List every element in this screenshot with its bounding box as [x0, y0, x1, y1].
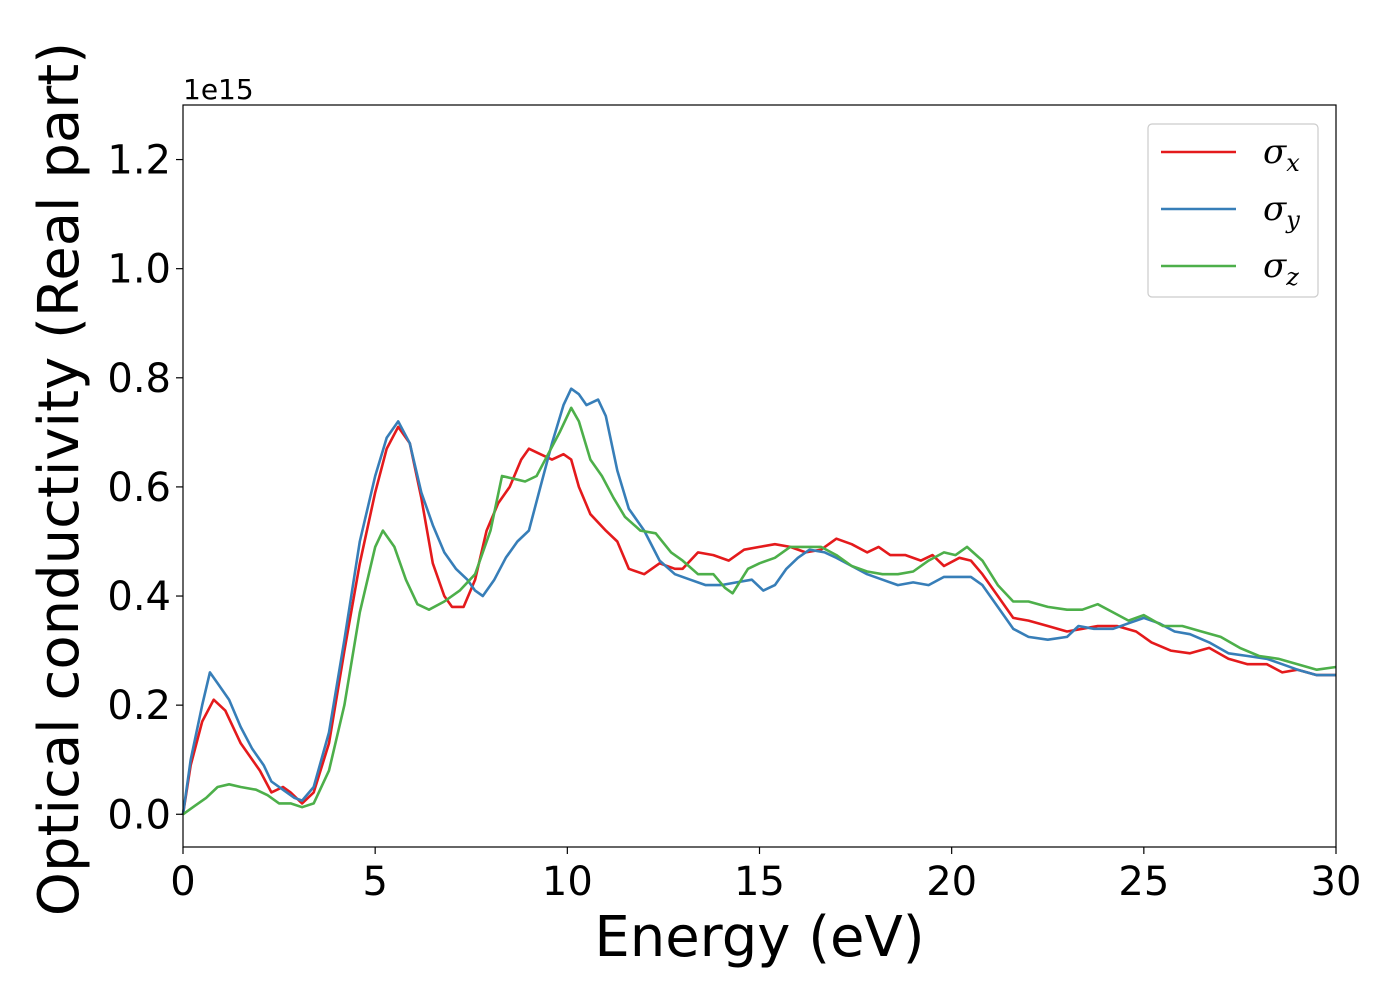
y-tick-label: 0.2 [107, 683, 171, 729]
y-offset-label: 1e15 [183, 73, 254, 106]
legend-label-x: σx [1263, 132, 1300, 177]
series-line-z [182, 406, 1337, 816]
y-tick-label: 1.0 [107, 247, 171, 293]
y-tick-label: 0.4 [107, 574, 171, 620]
x-tick-label: 10 [542, 859, 593, 905]
x-axis-label: Energy (eV) [594, 905, 924, 970]
legend-label-y: σy [1263, 189, 1300, 234]
series-layer [181, 387, 1337, 816]
series-line-x [181, 425, 1336, 815]
x-tick-label: 20 [926, 859, 977, 905]
x-tick-label: 5 [362, 859, 387, 905]
x-tick-label: 15 [734, 859, 785, 905]
series-line-y [181, 387, 1336, 815]
x-tick-label: 30 [1311, 859, 1362, 905]
legend: σx σy σz [1147, 123, 1319, 298]
legend-box [1147, 123, 1319, 298]
y-tick-label: 1.2 [107, 138, 171, 184]
legend-label-z: σz [1263, 246, 1299, 291]
y-tick-label: 0.8 [107, 356, 171, 402]
y-axis-label: Optical conductivity (Real part) [27, 42, 92, 916]
y-tick-label: 0.0 [107, 792, 171, 838]
x-tick-label: 25 [1118, 859, 1169, 905]
ticks-layer: 0 5 10 15 20 25 30 0.0 0.2 0.4 0.6 0.8 1.0 1.2 [107, 138, 1361, 905]
y-tick-label: 0.6 [107, 465, 171, 511]
x-tick-label: 0 [170, 859, 195, 905]
